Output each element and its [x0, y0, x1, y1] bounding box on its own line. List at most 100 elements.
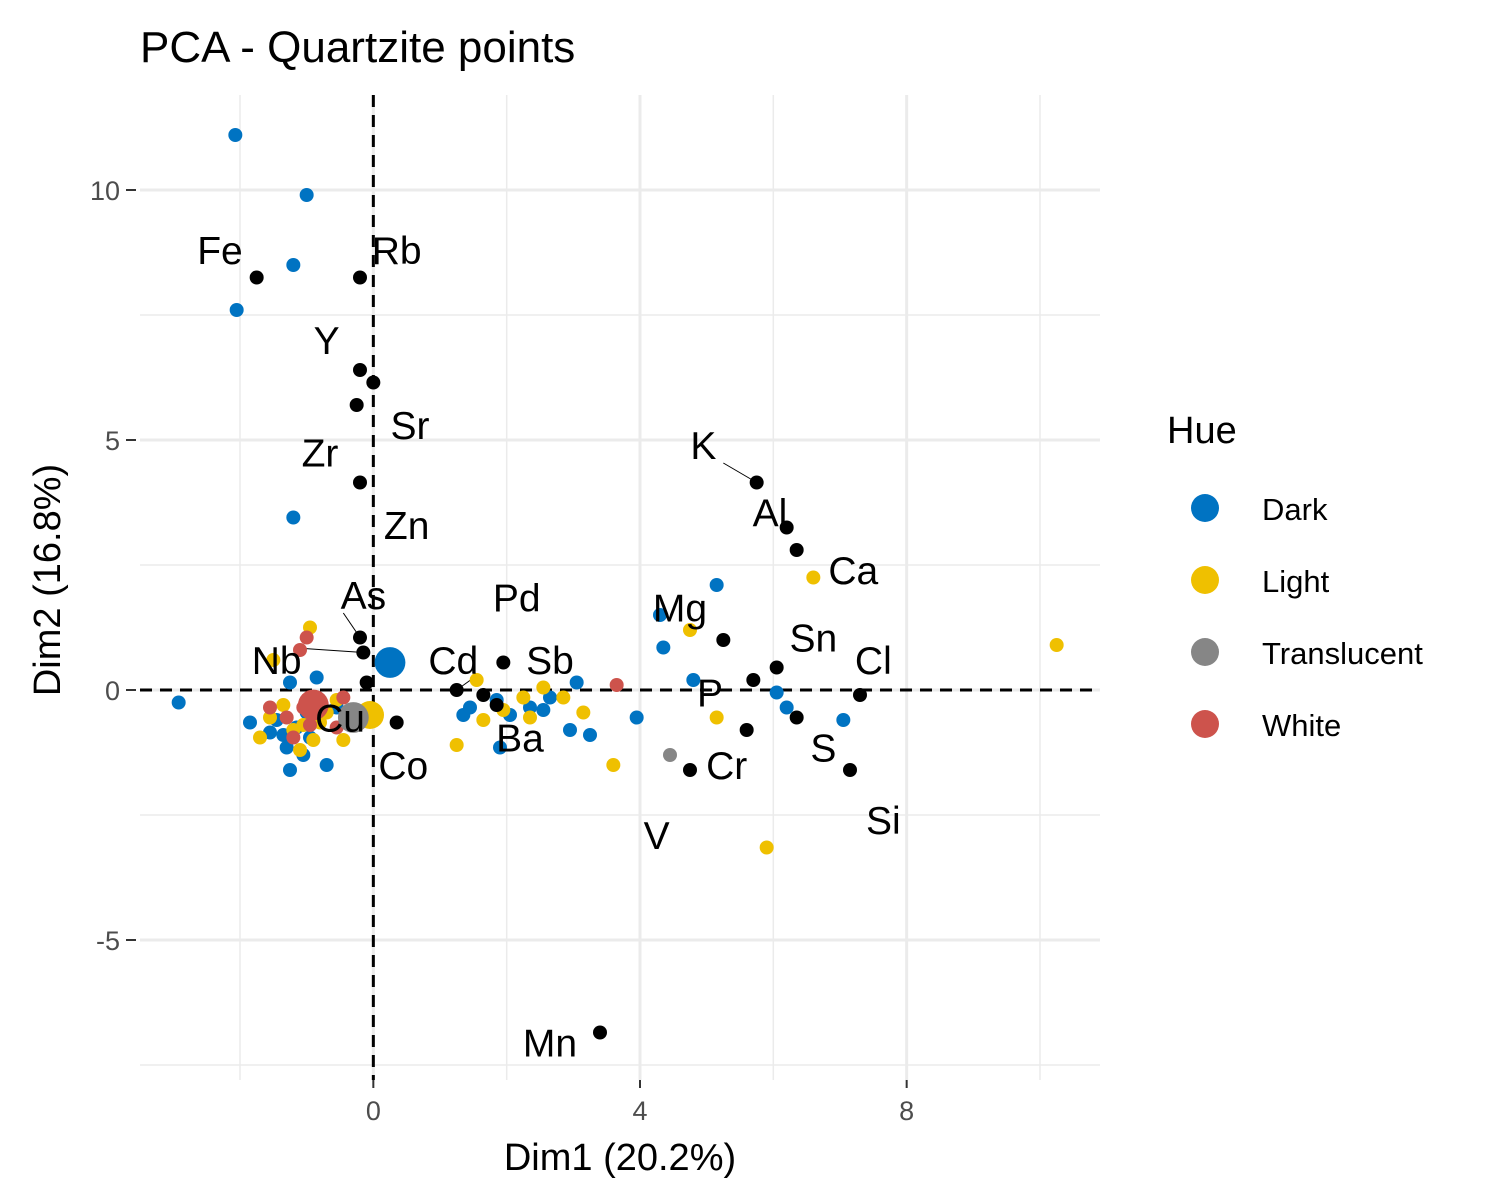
variable-point	[496, 655, 511, 670]
point-light	[253, 730, 267, 745]
point-dark	[629, 710, 644, 725]
legend-label: White	[1262, 708, 1341, 743]
point-dark	[286, 258, 301, 272]
y-tick-label: 5	[105, 426, 120, 456]
variable-label: Cd	[428, 640, 478, 683]
variable-point	[449, 683, 464, 697]
variable-label: Cr	[706, 745, 747, 788]
chart-title: PCA - Quartzite points	[140, 23, 575, 72]
legend-key-translucent	[1191, 638, 1219, 666]
legend-key-light	[1191, 566, 1219, 594]
variable-label: Cu	[315, 698, 365, 741]
point-light	[1049, 638, 1064, 652]
point-translucent	[663, 748, 677, 762]
point-white	[609, 678, 624, 692]
legend-key-dark	[1191, 494, 1219, 522]
variable-point	[769, 660, 784, 675]
variable-point	[353, 270, 367, 285]
individual-points	[171, 128, 1064, 855]
variable-label: Sb	[526, 640, 574, 683]
variable-point	[353, 630, 367, 645]
variable-point	[789, 543, 804, 557]
variable-point	[353, 475, 367, 490]
variable-point	[366, 375, 381, 390]
point-dark	[319, 758, 334, 772]
point-dark	[543, 690, 557, 705]
variable-label: Al	[753, 493, 788, 536]
point-light	[476, 713, 491, 727]
x-axis-title: Dim1 (20.2%)	[504, 1137, 736, 1179]
point-dark	[656, 640, 671, 655]
centroid-dark	[374, 647, 406, 678]
label-connector	[296, 647, 364, 653]
variable-label: Fe	[197, 230, 243, 273]
point-light	[536, 680, 551, 695]
point-white	[263, 700, 277, 715]
y-tick-label: 0	[105, 676, 120, 706]
variable-label: Si	[866, 800, 901, 843]
point-dark	[299, 188, 314, 202]
point-dark	[653, 608, 667, 622]
variable-point	[356, 645, 371, 660]
point-dark	[283, 763, 297, 777]
point-light	[336, 733, 351, 747]
variable-label: Zr	[302, 433, 339, 476]
variable-point	[593, 1025, 607, 1040]
variable-label: As	[341, 575, 387, 618]
variable-label: P	[697, 673, 723, 716]
point-light	[556, 690, 571, 705]
variable-label: Pd	[493, 578, 541, 621]
variable-label: Mn	[523, 1023, 577, 1066]
point-dark	[836, 713, 851, 727]
variable-point	[476, 688, 491, 702]
point-dark	[286, 510, 301, 525]
point-light	[516, 690, 531, 705]
point-dark	[463, 700, 477, 715]
variable-label: Cl	[855, 640, 892, 683]
point-light	[576, 705, 591, 720]
variable-point	[249, 270, 264, 285]
point-dark	[523, 700, 537, 715]
point-dark	[709, 578, 724, 592]
point-dark	[569, 675, 584, 690]
variable-label: V	[644, 815, 670, 858]
variable-label: Sr	[391, 405, 430, 448]
variable-label: K	[690, 425, 716, 468]
variable-label: Y	[314, 320, 340, 363]
point-light	[709, 710, 724, 725]
variable-point	[789, 710, 804, 725]
variable-label: Nb	[252, 640, 302, 683]
point-white	[286, 730, 301, 745]
legend-label: Dark	[1262, 492, 1328, 527]
x-tick-label: 4	[632, 1096, 647, 1126]
variable-label: Zn	[384, 505, 430, 548]
variable-point	[359, 675, 374, 690]
point-dark	[229, 303, 244, 317]
variable-label: Ca	[828, 550, 878, 593]
point-light	[759, 840, 774, 855]
legend-key-white	[1191, 710, 1219, 738]
point-dark	[583, 728, 597, 742]
point-dark	[243, 715, 257, 730]
point-white	[336, 690, 351, 705]
variable-point	[749, 475, 764, 490]
y-tick-label: -5	[96, 926, 120, 956]
reference-lines	[140, 95, 1100, 1080]
variable-point	[489, 698, 504, 712]
point-white	[293, 643, 307, 657]
y-axis-title: Dim2 (16.8%)	[27, 464, 69, 696]
legend-title: Hue	[1167, 410, 1237, 452]
point-dark	[686, 673, 701, 687]
variable-point	[739, 723, 754, 737]
variable-point	[843, 763, 857, 777]
x-tick-label: 8	[899, 1096, 914, 1126]
point-dark	[536, 703, 551, 717]
variable-label: Co	[378, 745, 428, 788]
point-light	[606, 758, 621, 772]
point-dark	[279, 740, 294, 755]
point-light	[806, 570, 821, 585]
grid	[140, 95, 1100, 1080]
point-dark	[493, 740, 507, 755]
legend-label: Translucent	[1262, 636, 1423, 671]
